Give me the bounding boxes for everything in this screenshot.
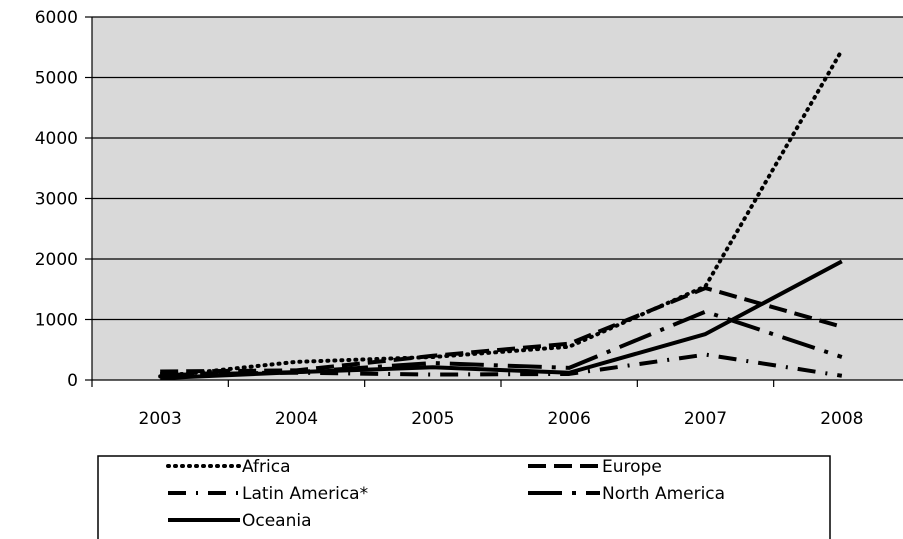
series-line-latin-america — [160, 352, 843, 378]
legend-label-oceania: Oceania — [242, 511, 312, 531]
x-tick-label: 2004 — [275, 409, 318, 429]
series-line-north-america — [160, 309, 843, 378]
x-tick-label: 2005 — [411, 409, 454, 429]
y-tick-label: 5000 — [35, 69, 78, 89]
x-tick-label: 2007 — [684, 409, 727, 429]
series-lines — [158, 48, 844, 381]
y-tick-label: 6000 — [35, 8, 78, 28]
x-tick-label: 2006 — [548, 409, 591, 429]
x-axis-ticks: 2003 2004 2005 2006 2007 2008 — [139, 409, 864, 429]
gridlines — [92, 16, 903, 321]
series-line-africa — [158, 48, 844, 379]
legend-box — [97, 455, 831, 539]
y-tick-label: 0 — [67, 371, 78, 391]
series-line-oceania — [160, 259, 843, 381]
x-tick-label: 2003 — [139, 409, 182, 429]
x-tick-label: 2008 — [820, 409, 863, 429]
legend-label-europe: Europe — [602, 457, 662, 477]
y-tick-label: 1000 — [35, 311, 78, 331]
legend-label-latin-america: Latin America* — [242, 484, 368, 504]
y-tick-label: 4000 — [35, 129, 78, 149]
legend-label-north-america: North America — [602, 484, 725, 504]
axes — [85, 16, 903, 387]
legend: Africa Europe Latin America* North America O… — [97, 455, 831, 539]
y-tick-label: 2000 — [35, 250, 78, 270]
legend-label-africa: Africa — [242, 457, 291, 477]
y-axis-ticks: 0 1000 2000 3000 4000 5000 6000 — [35, 8, 78, 391]
y-tick-label: 3000 — [35, 190, 78, 210]
series-line-europe — [160, 286, 843, 374]
